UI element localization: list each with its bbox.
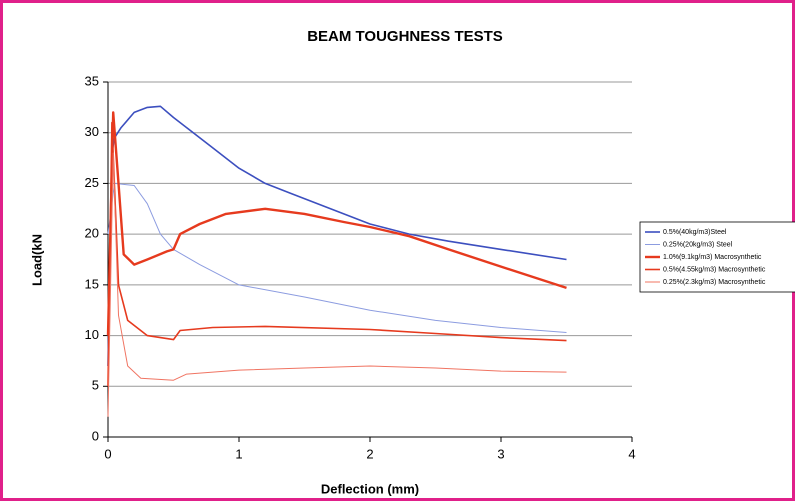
legend: 0.5%(40kg/m3)Steel 0.25%(20kg/m3) Steel 1.… bbox=[639, 221, 795, 293]
legend-box bbox=[639, 221, 795, 293]
legend-label: 1.0%(9.1kg/m3) Macrosynthetic bbox=[663, 254, 762, 261]
y-tick-label: 35 bbox=[85, 73, 99, 88]
series-line bbox=[106, 111, 567, 336]
y-tick-label: 30 bbox=[85, 124, 99, 139]
legend-label: 0.25%(20kg/m3) Steel bbox=[663, 241, 733, 248]
series-line bbox=[107, 121, 567, 387]
y-tick-label: 0 bbox=[92, 428, 99, 443]
x-tick-label: 1 bbox=[235, 446, 242, 461]
y-tick-label: 25 bbox=[85, 175, 99, 190]
y-tick-label: 15 bbox=[85, 276, 99, 291]
legend-label: 0.5%(40kg/m3)Steel bbox=[663, 229, 727, 236]
series-line bbox=[107, 105, 567, 367]
x-tick-label: 0 bbox=[104, 446, 111, 461]
legend-label: 0.5%(4.55kg/m3) Macrosynthetic bbox=[663, 266, 766, 273]
y-tick-label: 10 bbox=[85, 327, 99, 342]
x-tick-label: 3 bbox=[497, 446, 504, 461]
legend-label: 0.25%(2.3kg/m3) Macrosynthetic bbox=[663, 279, 766, 286]
x-tick-label: 2 bbox=[366, 446, 373, 461]
series-line bbox=[107, 182, 567, 333]
y-tick-label: 5 bbox=[92, 378, 99, 393]
x-tick-label: 4 bbox=[628, 446, 635, 461]
chart-title: BEAM TOUGHNESS TESTS bbox=[307, 28, 503, 45]
y-tick-label: 20 bbox=[85, 226, 99, 241]
x-axis-label: Deflection (mm) bbox=[321, 481, 419, 496]
series-line bbox=[107, 152, 567, 417]
y-axis-label: Load(kN bbox=[29, 234, 44, 286]
